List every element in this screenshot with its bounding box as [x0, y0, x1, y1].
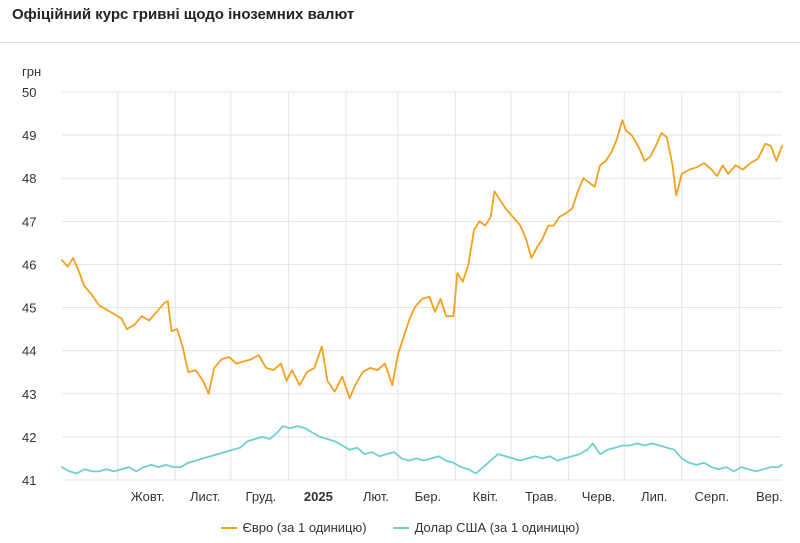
- y-tick-label: 48: [22, 171, 36, 186]
- title-divider: [0, 42, 800, 43]
- y-tick-label: 41: [22, 473, 36, 488]
- legend-swatch: [220, 526, 237, 529]
- x-tick-label: Вер.: [756, 489, 783, 504]
- series-line-usd: [61, 425, 783, 475]
- x-tick-label: Лют.: [363, 489, 389, 504]
- y-tick-label: 45: [22, 301, 36, 316]
- x-tick-label: Квіт.: [473, 489, 499, 504]
- x-tick-label: Бер.: [415, 489, 442, 504]
- y-tick-label: 46: [22, 257, 36, 272]
- grid-layer: [62, 91, 782, 481]
- x-tick-label: Жовт.: [131, 489, 165, 504]
- series-layer: [61, 119, 783, 475]
- y-tick-label: 43: [22, 387, 36, 402]
- y-tick-label: 50: [22, 85, 36, 100]
- legend-item-euro[interactable]: Євро (за 1 одиницю): [220, 520, 367, 535]
- legend-item-usd[interactable]: Долар США (за 1 одиницю): [392, 520, 580, 535]
- series-line-euro: [61, 119, 783, 399]
- x-tick-label: Серп.: [695, 489, 730, 504]
- x-tick-label: Черв.: [582, 489, 616, 504]
- x-tick-label: 2025: [304, 489, 333, 504]
- x-tick-label: Трав.: [525, 489, 557, 504]
- axis-layer: грн 50 49 48 47 46 45 44 43 42 41 Жовт. Лист. Груд. 20…: [22, 64, 783, 504]
- x-tick-label: Лист.: [190, 489, 220, 504]
- y-tick-label: 49: [22, 128, 36, 143]
- exchange-rate-chart: грн 50 49 48 47 46 45 44 43 42 41 Жовт. Лист. Груд. 20…: [22, 64, 783, 504]
- page-title: Офіційний курс гривні щодо іноземних вал…: [12, 6, 355, 23]
- y-tick-label: 44: [22, 344, 36, 359]
- chart-legend: Євро (за 1 одиницю) Долар США (за 1 одини…: [0, 520, 800, 535]
- y-tick-label: 42: [22, 430, 36, 445]
- legend-label: Долар США (за 1 одиницю): [414, 520, 580, 535]
- y-axis-unit-label: грн: [22, 64, 41, 79]
- x-tick-label: Лип.: [641, 489, 667, 504]
- legend-label: Євро (за 1 одиницю): [242, 520, 367, 535]
- legend-swatch: [392, 526, 409, 529]
- x-tick-label: Груд.: [246, 489, 277, 504]
- y-tick-label: 47: [22, 214, 36, 229]
